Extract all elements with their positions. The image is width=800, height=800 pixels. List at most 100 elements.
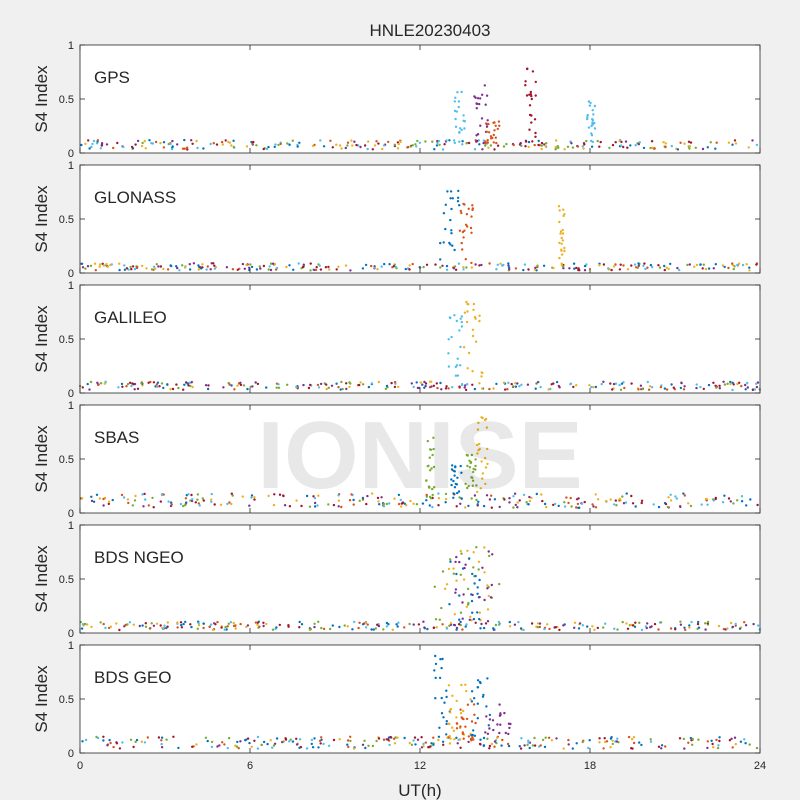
scatter-point (588, 739, 591, 742)
scatter-point (455, 579, 458, 582)
scatter-point (522, 628, 525, 632)
scatter-point (430, 467, 433, 470)
scatter-point (513, 623, 517, 626)
scatter-point (567, 743, 570, 746)
scatter-points (80, 416, 759, 509)
scatter-point (466, 486, 469, 490)
scatter-point (487, 146, 490, 149)
scatter-point (140, 144, 144, 148)
scatter-point (80, 262, 84, 265)
scatter-point (490, 742, 494, 746)
scatter-point (487, 724, 490, 727)
scatter-point (241, 495, 244, 498)
scatter-point (488, 718, 492, 721)
scatter-point (479, 627, 482, 630)
scatter-point (611, 739, 614, 742)
scatter-point (688, 624, 691, 627)
scatter-point (437, 139, 440, 143)
scatter-point (225, 628, 228, 631)
scatter-point (234, 627, 237, 630)
scatter-point (361, 383, 365, 386)
scatter-point (679, 141, 682, 144)
scatter-point (706, 740, 709, 743)
scatter-point (350, 139, 353, 142)
scatter-point (385, 502, 389, 506)
scatter-point (546, 623, 549, 626)
scatter-point (683, 626, 686, 629)
scatter-point (466, 310, 469, 313)
scatter-point (430, 380, 433, 383)
scatter-point (589, 139, 593, 143)
scatter-point (229, 621, 233, 624)
scatter-point (444, 492, 448, 496)
scatter-point (586, 117, 589, 121)
scatter-point (471, 328, 475, 331)
scatter-point (567, 738, 570, 742)
scatter-point (187, 384, 190, 387)
scatter-point (514, 385, 518, 388)
scatter-point (495, 382, 498, 386)
scatter-point (476, 702, 479, 705)
scatter-point (496, 263, 499, 266)
scatter-point (535, 382, 538, 385)
scatter-point (453, 486, 457, 489)
scatter-point (473, 494, 477, 497)
scatter-point (649, 263, 653, 267)
plot-area (80, 45, 760, 153)
scatter-point (637, 264, 640, 267)
scatter-point (609, 382, 612, 385)
scatter-point (431, 140, 434, 143)
scatter-point (80, 143, 83, 147)
scatter-point (575, 742, 578, 745)
scatter-point (481, 477, 484, 480)
scatter-point (633, 263, 637, 266)
scatter-point (736, 499, 739, 502)
scatter-point (626, 627, 630, 630)
scatter-point (183, 147, 186, 150)
scatter-point (755, 382, 758, 385)
scatter-point (182, 504, 185, 508)
scatter-point (197, 622, 200, 625)
scatter-point (486, 139, 489, 142)
scatter-point (485, 125, 489, 128)
scatter-point (547, 388, 550, 391)
scatter-point (133, 382, 137, 386)
scatter-point (455, 555, 458, 559)
scatter-point (534, 80, 537, 84)
scatter-point (344, 264, 348, 267)
scatter-point (260, 743, 263, 747)
scatter-point (166, 621, 169, 624)
scatter-point (455, 628, 458, 631)
scatter-point (94, 269, 98, 272)
scatter-point (154, 267, 157, 270)
scatter-point (734, 622, 737, 626)
scatter-point (502, 145, 506, 148)
scatter-point (484, 103, 487, 106)
scatter-point (311, 746, 315, 749)
scatter-point (423, 380, 426, 384)
scatter-point (441, 657, 444, 661)
scatter-point (593, 121, 596, 125)
scatter-point (292, 268, 295, 271)
scatter-point (647, 388, 651, 391)
scatter-point (452, 496, 455, 499)
scatter-point (258, 625, 261, 628)
scatter-point (133, 499, 137, 502)
y-axis-label: S4 Index (32, 545, 51, 613)
scatter-point (343, 624, 346, 627)
scatter-point (239, 740, 242, 743)
scatter-point (460, 325, 464, 328)
scatter-point (534, 266, 537, 269)
scatter-point (718, 384, 721, 387)
scatter-point (313, 622, 316, 625)
scatter-point (358, 383, 361, 387)
scatter-point (425, 263, 429, 266)
scatter-point (527, 140, 531, 144)
scatter-point (562, 208, 565, 211)
scatter-point (524, 145, 527, 148)
scatter-point (169, 388, 172, 391)
scatter-point (486, 608, 490, 611)
scatter-point (442, 743, 445, 746)
scatter-point (413, 736, 417, 739)
scatter-point (256, 747, 260, 750)
